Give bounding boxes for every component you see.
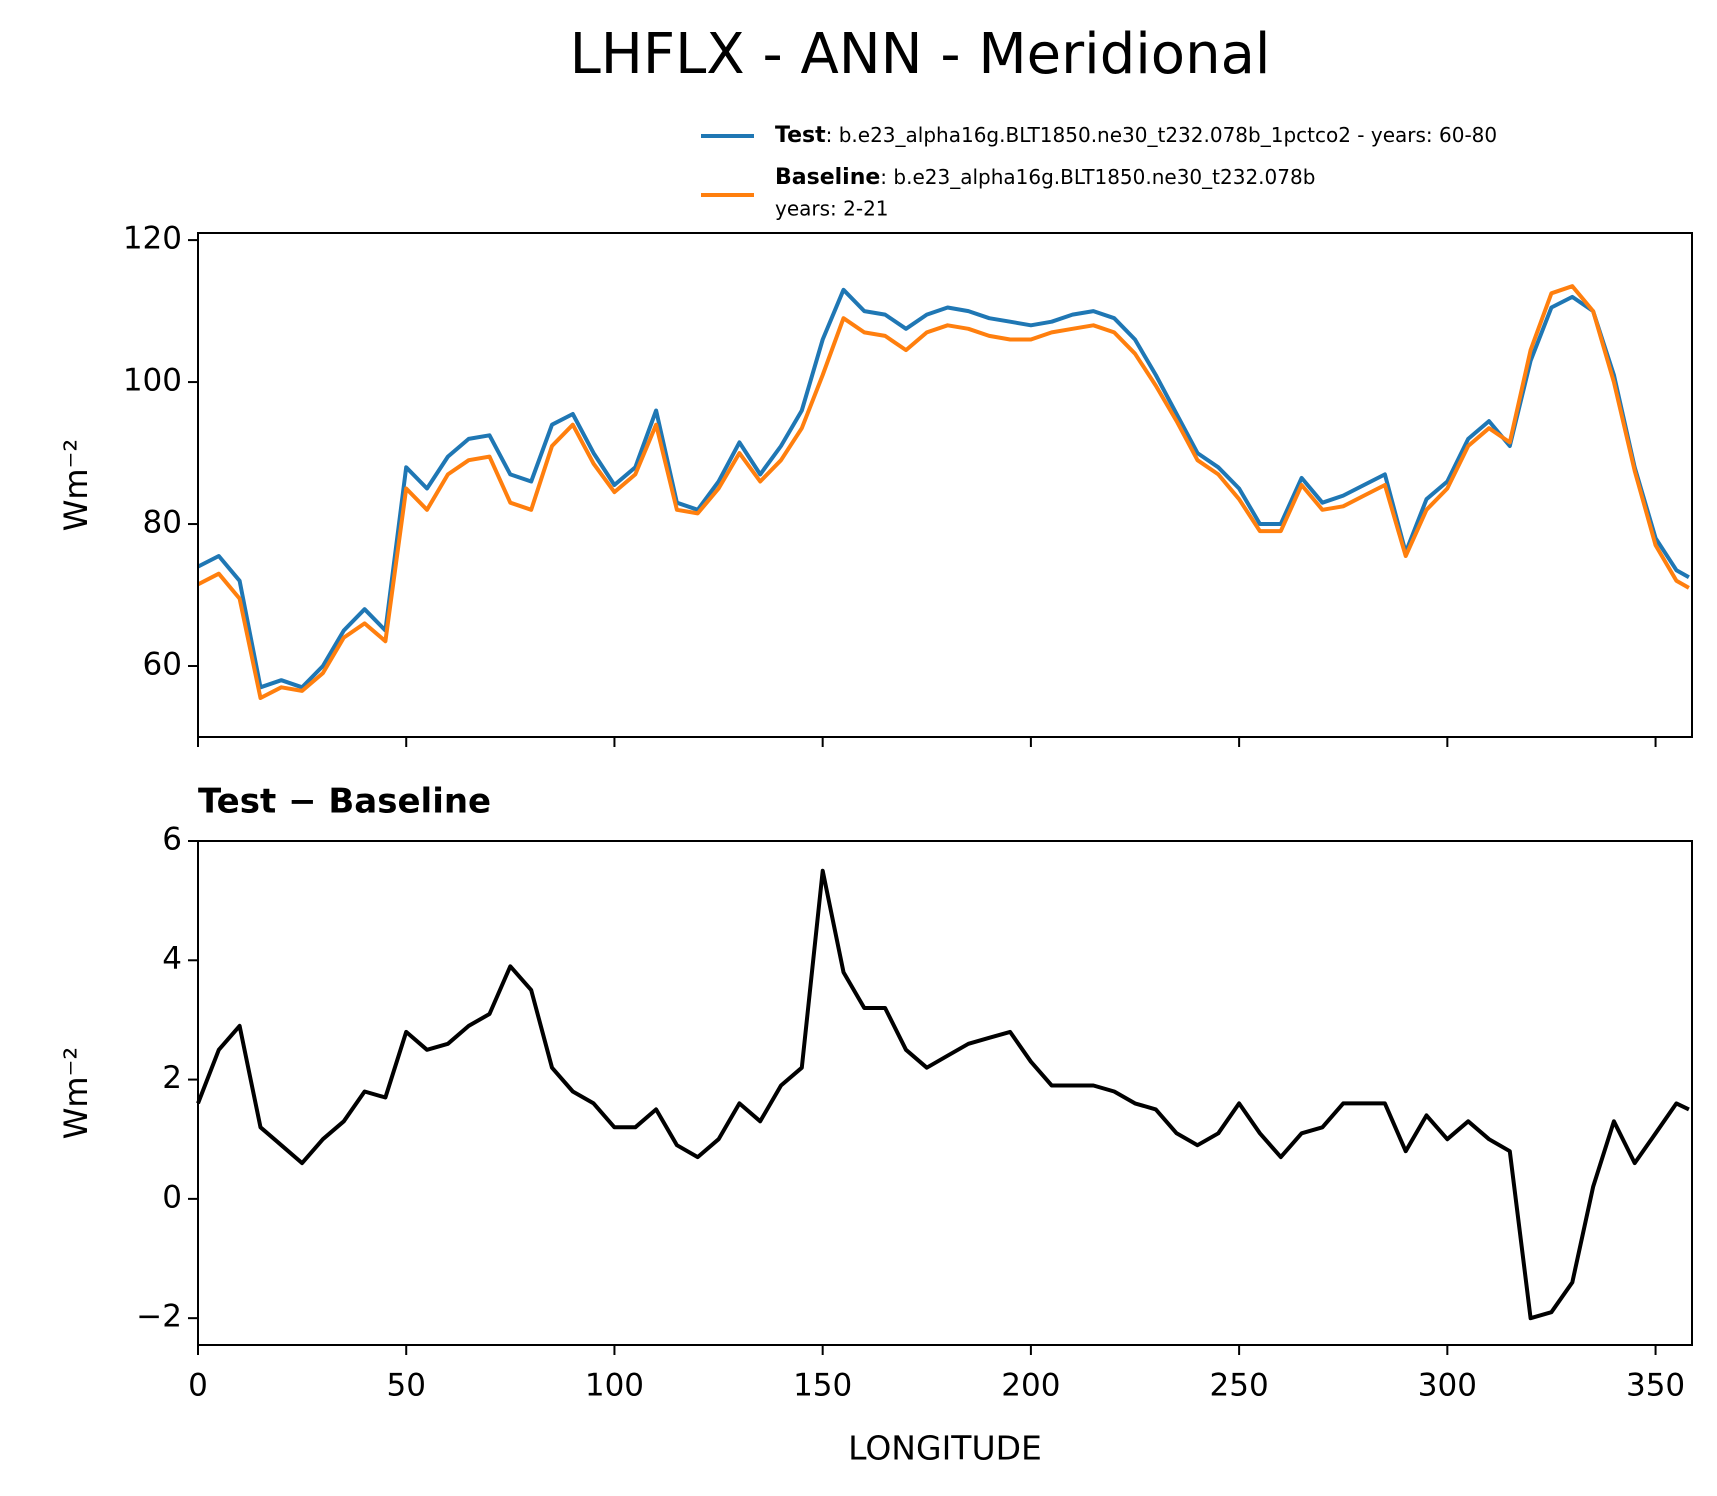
x-tick-label: 350 <box>1626 1368 1685 1404</box>
y-tick-label: −2 <box>136 1299 182 1335</box>
legend-entry: Test: b.e23_alpha16g.BLT1850.ne30_t232.0… <box>775 123 1497 149</box>
legend-desc: years: 2-21 <box>775 197 889 221</box>
figure-title: LHFLX - ANN - Meridional <box>570 22 1271 87</box>
y-axis-label: Wm⁻² <box>57 1047 95 1140</box>
x-tick-label: 300 <box>1418 1368 1477 1404</box>
x-tick-label: 150 <box>793 1368 852 1404</box>
x-tick-label: 100 <box>585 1368 644 1404</box>
axes-frame <box>197 840 1693 1346</box>
series-line <box>197 287 1690 690</box>
legend-name: Test <box>775 123 826 148</box>
x-tick-label: 50 <box>386 1368 425 1404</box>
x-tick-label: 200 <box>1001 1368 1060 1404</box>
legend-name: Baseline <box>775 165 880 190</box>
y-tick-label: 2 <box>162 1060 182 1096</box>
x-axis-label: LONGITUDE <box>848 1429 1042 1468</box>
series-line <box>196 868 1690 1321</box>
subplot-title: Test − Baseline <box>198 782 491 822</box>
y-tick-label: 0 <box>162 1179 182 1215</box>
y-tick-label: 120 <box>123 221 182 257</box>
axes-frame <box>197 232 1693 738</box>
x-tick-label: 250 <box>1210 1368 1269 1404</box>
legend-desc: : b.e23_alpha16g.BLT1850.ne30_t232.078b_… <box>826 123 1498 147</box>
legend-desc: : b.e23_alpha16g.BLT1850.ne30_t232.078b <box>880 165 1315 189</box>
x-tick-label: 0 <box>188 1368 208 1404</box>
y-tick-label: 60 <box>143 647 182 683</box>
y-tick-label: 6 <box>162 822 182 858</box>
y-axis-label: Wm⁻² <box>57 439 95 532</box>
legend-entry: Baseline: b.e23_alpha16g.BLT1850.ne30_t2… <box>775 165 1315 191</box>
y-tick-label: 4 <box>162 941 182 977</box>
y-tick-label: 80 <box>143 505 182 541</box>
series-line <box>197 284 1690 700</box>
y-tick-label: 100 <box>123 363 182 399</box>
